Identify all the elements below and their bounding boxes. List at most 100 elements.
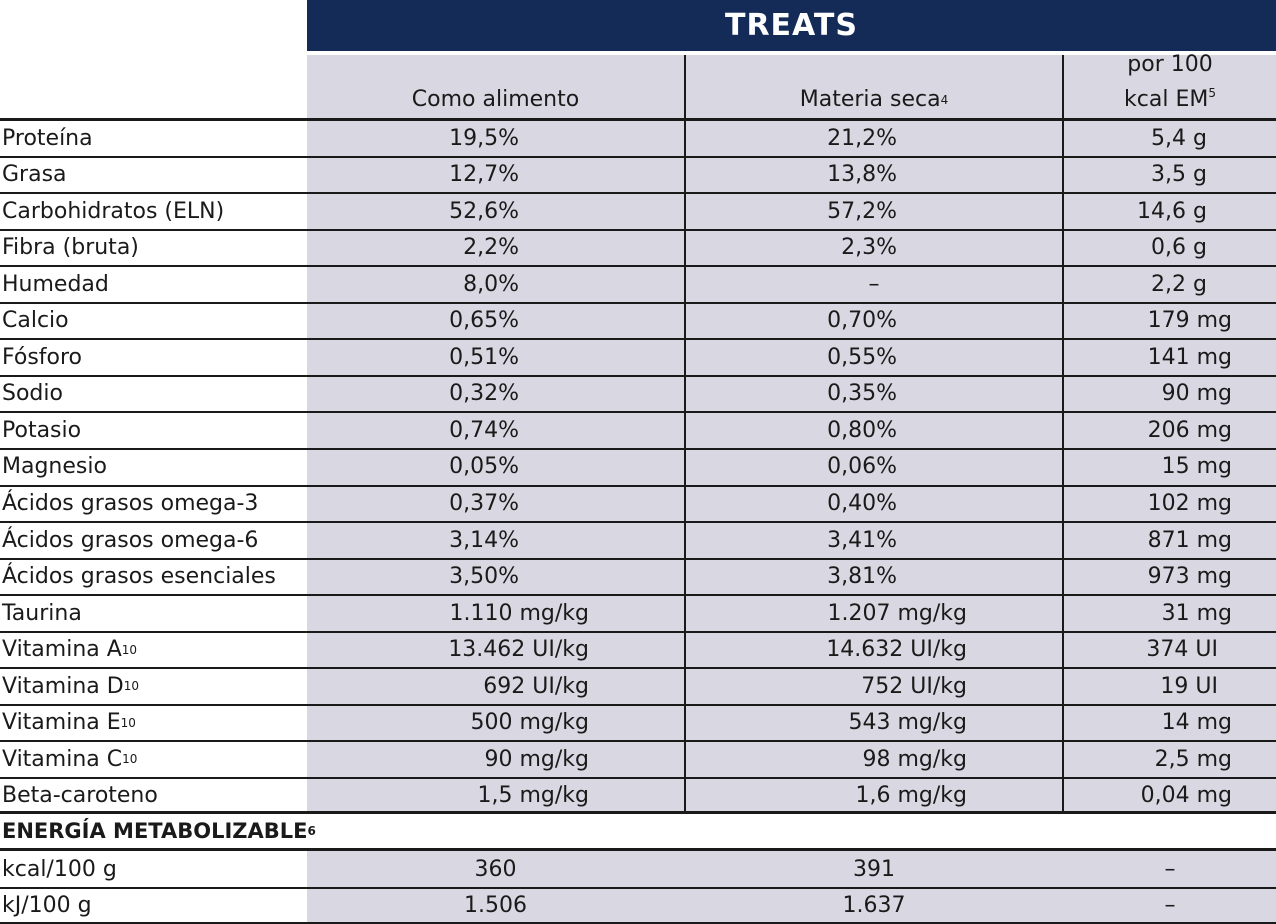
energy-cell-como-alimento-text: 1.506 bbox=[464, 893, 527, 919]
cell-por-100-kcal: 15 mg bbox=[1064, 449, 1232, 485]
table-row: Grasa 12,7% 13,8% 3,5 g bbox=[0, 156, 1276, 193]
row-label: Sodio bbox=[2, 376, 302, 412]
table-row: Beta-caroteno 1,5 mg/kg 1,6 mg/kg 0,04 mg bbox=[0, 777, 1276, 814]
cell-como-alimento: 0,74% bbox=[307, 412, 519, 448]
cell-por-100-kcal: 90 mg bbox=[1064, 376, 1232, 412]
row-label-text: Sodio bbox=[2, 381, 63, 407]
row-shading bbox=[307, 887, 1276, 924]
cell-por-100-kcal: 206 mg bbox=[1064, 412, 1232, 448]
cell-como-alimento-text: 0,74% bbox=[449, 417, 519, 443]
energy-cell-materia-seca: 391 bbox=[686, 851, 1062, 887]
row-label: Magnesio bbox=[2, 449, 302, 485]
table-row: Ácidos grasos esenciales 3,50% 3,81% 973 mg bbox=[0, 558, 1276, 595]
cell-como-alimento: 13.462 UI/kg bbox=[307, 632, 589, 668]
row-label-text: Magnesio bbox=[2, 454, 107, 480]
row-label-text: Potasio bbox=[2, 417, 82, 443]
row-shading bbox=[307, 302, 1276, 339]
cell-materia-seca-text: 0,35% bbox=[827, 381, 897, 407]
cell-materia-seca-text: 543 mg/kg bbox=[848, 710, 968, 736]
cell-como-alimento: 692 UI/kg bbox=[307, 668, 589, 704]
row-label: Ácidos grasos omega-6 bbox=[2, 522, 302, 558]
cell-como-alimento: 0,32% bbox=[307, 376, 519, 412]
table-row: Sodio 0,32% 0,35% 90 mg bbox=[0, 375, 1276, 412]
cell-como-alimento-text: 3,14% bbox=[449, 527, 519, 553]
row-label-text: Beta-caroteno bbox=[2, 783, 158, 809]
row-label-text: Carbohidratos (ELN) bbox=[2, 198, 225, 224]
cell-materia-seca: 3,81% bbox=[686, 559, 897, 595]
header-como-alimento: Como alimento bbox=[307, 55, 684, 118]
cell-como-alimento: 1.110 mg/kg bbox=[307, 595, 590, 631]
table-row: Vitamina D 10 692 UI/kg 752 UI/kg 19 UI bbox=[0, 668, 1276, 705]
row-shading bbox=[307, 156, 1276, 193]
row-label-text: Proteína bbox=[2, 125, 93, 151]
header-col2-sup: 4 bbox=[940, 93, 949, 107]
table-row: Vitamina C 10 90 mg/kg 98 mg/kg 2,5 mg bbox=[0, 741, 1276, 778]
row-divider bbox=[0, 485, 1276, 487]
table-row: Taurina 1.110 mg/kg 1.207 mg/kg 31 mg bbox=[0, 595, 1276, 632]
row-shading bbox=[307, 595, 1276, 632]
row-divider bbox=[0, 411, 1276, 413]
row-label-text: Vitamina D bbox=[2, 673, 124, 699]
row-label: Potasio bbox=[2, 412, 302, 448]
energy-row-label: kJ/100 g bbox=[2, 888, 302, 924]
header-col3-sup: 5 bbox=[1208, 86, 1216, 100]
row-shading bbox=[307, 741, 1276, 778]
energy-cell-materia-seca-text: 1.637 bbox=[842, 893, 906, 919]
row-divider bbox=[0, 558, 1276, 560]
cell-como-alimento-text: 90 mg/kg bbox=[484, 746, 590, 772]
cell-como-alimento: 2,2% bbox=[307, 230, 519, 266]
row-label-text: Ácidos grasos omega-6 bbox=[2, 527, 259, 553]
table-row: Proteína 19,5% 21,2% 5,4 g bbox=[0, 120, 1276, 156]
cell-por-100-kcal: 2,5 mg bbox=[1064, 741, 1232, 777]
row-divider bbox=[0, 265, 1276, 267]
cell-por-100-kcal: 0,6 g bbox=[1064, 230, 1207, 266]
energy-section-title: ENERGÍA METABOLIZABLE 6 bbox=[0, 813, 1276, 849]
cell-por-100-kcal-text: 3,5 g bbox=[1151, 162, 1207, 188]
header-col3-line1: por 100 bbox=[1127, 52, 1213, 77]
row-label: Beta-caroteno bbox=[2, 778, 302, 814]
table-row: Ácidos grasos omega-6 3,14% 3,41% 871 mg bbox=[0, 522, 1276, 559]
row-divider bbox=[0, 887, 1276, 889]
row-shading bbox=[307, 193, 1276, 230]
row-shading bbox=[307, 120, 1276, 156]
cell-como-alimento-text: 19,5% bbox=[449, 125, 519, 151]
table-bottom-rule bbox=[0, 922, 1276, 924]
cell-por-100-kcal-text: 5,4 g bbox=[1151, 125, 1207, 151]
row-label-text: Fibra (bruta) bbox=[2, 235, 139, 261]
cell-como-alimento-text: 13.462 UI/kg bbox=[448, 637, 589, 663]
cell-como-alimento-text: 1,5 mg/kg bbox=[477, 783, 590, 809]
energy-title-rule bbox=[0, 848, 1276, 851]
row-label: Humedad bbox=[2, 266, 302, 302]
cell-materia-seca: 752 UI/kg bbox=[686, 668, 967, 704]
cell-materia-seca-text: 13,8% bbox=[827, 162, 897, 188]
row-divider bbox=[0, 521, 1276, 523]
cell-materia-seca: 0,40% bbox=[686, 486, 897, 522]
cell-como-alimento-text: 12,7% bbox=[449, 162, 519, 188]
row-label: Ácidos grasos omega-3 bbox=[2, 486, 302, 522]
column-divider bbox=[684, 55, 686, 812]
cell-como-alimento: 0,65% bbox=[307, 303, 519, 339]
row-shading bbox=[307, 851, 1276, 887]
row-shading bbox=[307, 631, 1276, 668]
cell-materia-seca: 21,2% bbox=[686, 120, 897, 156]
cell-como-alimento: 12,7% bbox=[307, 157, 519, 193]
header-col2-label: Materia seca bbox=[799, 87, 941, 112]
cell-materia-seca-text: 0,55% bbox=[827, 344, 897, 370]
cell-por-100-kcal: 141 mg bbox=[1064, 339, 1232, 375]
header-materia-seca: Materia seca 4 bbox=[686, 55, 1062, 118]
cell-por-100-kcal: 871 mg bbox=[1064, 522, 1232, 558]
energy-cell-por-100-kcal-text: – bbox=[1164, 893, 1176, 919]
row-shading bbox=[307, 668, 1276, 705]
row-label: Calcio bbox=[2, 303, 302, 339]
cell-como-alimento-text: 2,2% bbox=[463, 235, 519, 261]
table-row: Carbohidratos (ELN) 52,6% 57,2% 14,6 g bbox=[0, 193, 1276, 230]
row-label: Carbohidratos (ELN) bbox=[2, 193, 302, 229]
header-col3-line2-wrap: kcal EM5 bbox=[1124, 79, 1216, 114]
row-shading bbox=[307, 339, 1276, 376]
cell-materia-seca: 0,35% bbox=[686, 376, 897, 412]
cell-como-alimento-text: 500 mg/kg bbox=[470, 710, 590, 736]
row-label: Proteína bbox=[2, 120, 302, 156]
cell-por-100-kcal-text: 374 UI bbox=[1146, 637, 1218, 663]
cell-por-100-kcal-text: 0,6 g bbox=[1151, 235, 1207, 261]
